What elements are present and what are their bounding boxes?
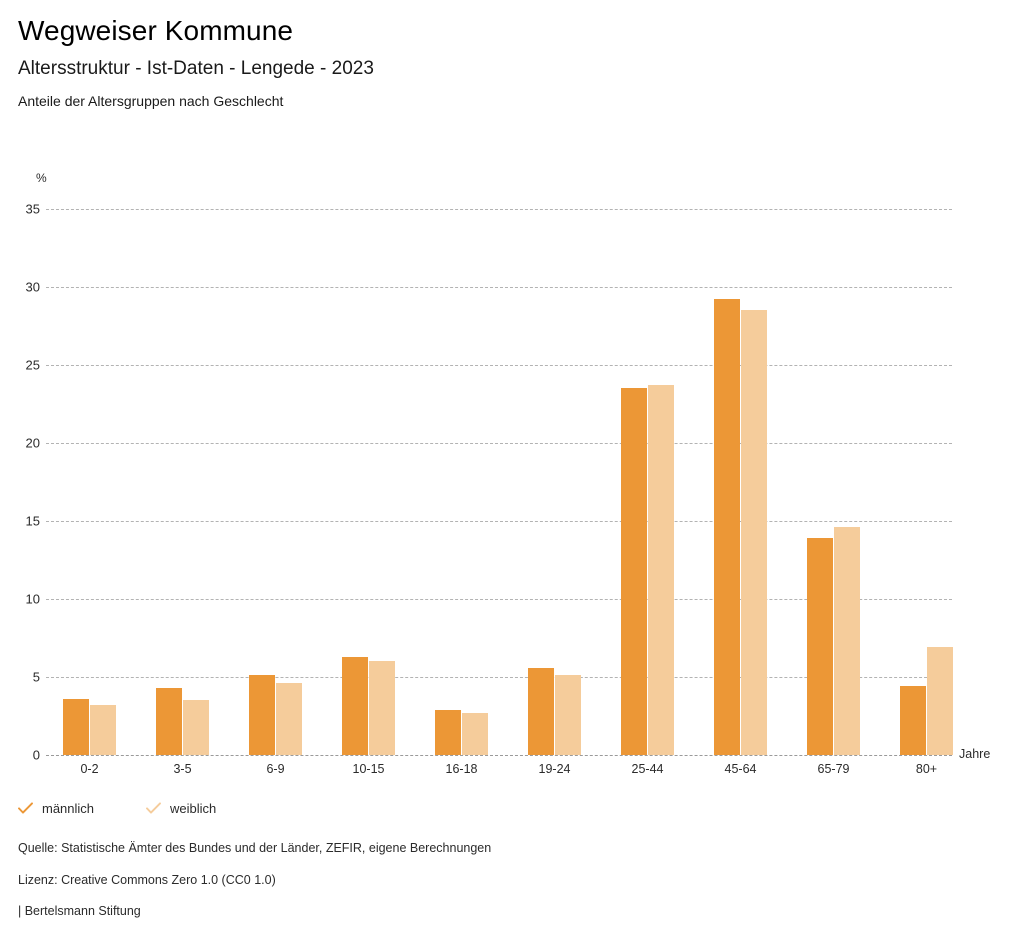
x-axis-tick-label: 16-18: [445, 762, 478, 776]
bar-männlich-16-18[interactable]: [435, 709, 461, 755]
license-line: Lizenz: Creative Commons Zero 1.0 (CC0 1…: [18, 872, 276, 887]
x-axis-tick-label: 65-79: [817, 762, 850, 776]
x-axis-tick-label: 10-15: [352, 762, 385, 776]
bar-männlich-25-44[interactable]: [621, 388, 647, 755]
x-axis-tick-label: 25-44: [631, 762, 664, 776]
gridline: [46, 677, 952, 678]
bar-weiblich-80+[interactable]: [927, 647, 953, 755]
bar-weiblich-10-15[interactable]: [369, 661, 395, 755]
chart-description: Anteile der Altersgruppen nach Geschlech…: [18, 92, 284, 109]
bar-weiblich-0-2[interactable]: [90, 705, 116, 755]
bar-männlich-19-24[interactable]: [528, 667, 554, 755]
bar-männlich-3-5[interactable]: [156, 687, 182, 755]
legend: männlich weiblich: [18, 802, 258, 815]
legend-label: weiblich: [170, 801, 217, 816]
header: Wegweiser Kommune Altersstruktur - Ist-D…: [18, 15, 374, 109]
bar-weiblich-65-79[interactable]: [834, 527, 860, 755]
y-axis-unit-label: %: [36, 171, 47, 185]
bar-männlich-6-9[interactable]: [249, 675, 275, 755]
check-icon: [146, 802, 161, 815]
bar-weiblich-3-5[interactable]: [183, 700, 209, 755]
bar-männlich-80+[interactable]: [900, 686, 926, 755]
legend-item-female[interactable]: weiblich: [146, 802, 216, 815]
legend-label: männlich: [42, 801, 95, 816]
x-axis-tick-labels: 0-2 3-5 6-9 10-15 16-18 19-24 25-44 45-64 65-79 8…: [46, 762, 952, 786]
x-axis-tick-label: 19-24: [538, 762, 571, 776]
legend-item-male[interactable]: männlich: [18, 802, 94, 815]
source-line: Quelle: Statistische Ämter des Bundes un…: [18, 841, 492, 855]
gridline: [46, 365, 952, 366]
y-axis-tick-label: 30: [25, 279, 40, 295]
bar-weiblich-6-9[interactable]: [276, 683, 302, 755]
gridline: [46, 287, 952, 288]
y-axis-tick-label: 25: [25, 357, 40, 373]
bar-männlich-10-15[interactable]: [342, 656, 368, 755]
y-axis-tick-label: 10: [25, 591, 40, 607]
gridline: [46, 209, 952, 210]
bar-weiblich-19-24[interactable]: [555, 675, 581, 755]
plot-area: [46, 209, 953, 756]
y-axis-tick-label: 15: [25, 513, 40, 529]
check-icon: [18, 802, 33, 815]
x-axis-unit-label: Jahre: [959, 747, 991, 761]
x-axis-tick-label: 6-9: [266, 762, 285, 776]
bar-weiblich-16-18[interactable]: [462, 712, 488, 755]
page-title: Wegweiser Kommune: [18, 15, 294, 46]
y-axis-tick-label: 5: [32, 669, 40, 685]
bar-männlich-45-64[interactable]: [714, 299, 740, 755]
y-axis-tick-label: 35: [25, 201, 40, 217]
chart-subtitle: Altersstruktur - Ist-Daten - Lengede - 2…: [18, 57, 374, 79]
bar-series-container: [46, 209, 953, 755]
publisher-line: | Bertelsmann Stiftung: [18, 904, 141, 918]
x-axis-tick-label: 0-2: [80, 762, 99, 776]
chart: % Jahre 0 5 10 15 20 25 30 35 0-2 3-5 6-9 10-15 16-…: [25, 171, 991, 786]
bar-weiblich-45-64[interactable]: [741, 310, 767, 755]
x-axis-tick-label: 45-64: [724, 762, 757, 776]
bar-männlich-0-2[interactable]: [63, 698, 89, 755]
gridline: [46, 599, 952, 600]
y-axis-tick-label: 0: [32, 747, 40, 763]
bar-weiblich-25-44[interactable]: [648, 385, 674, 755]
x-axis-tick-label: 3-5: [173, 762, 192, 776]
footer: Quelle: Statistische Ämter des Bundes un…: [18, 842, 491, 937]
gridline: [46, 521, 952, 522]
y-axis-tick-label: 20: [25, 435, 40, 451]
gridline: [46, 443, 952, 444]
gridline: [46, 755, 952, 756]
bar-männlich-65-79[interactable]: [807, 538, 833, 755]
x-axis-tick-label: 80+: [915, 762, 938, 776]
